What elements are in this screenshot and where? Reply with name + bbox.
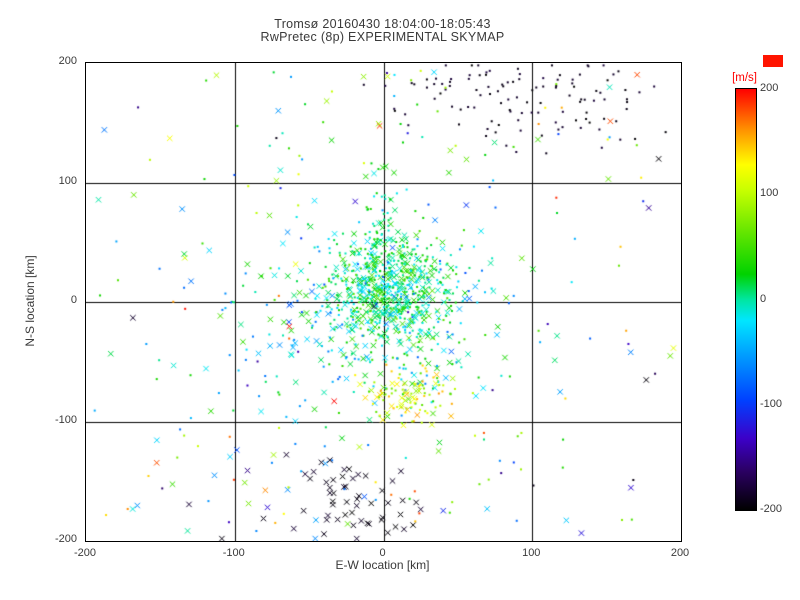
y-tick-label: -200 <box>54 533 77 545</box>
title-block: Tromsø 20160430 18:04:00-18:05:43 RwPret… <box>85 18 680 44</box>
colorbar-unit-label: [m/s] <box>732 72 757 84</box>
x-tick-label: -200 <box>73 547 97 559</box>
x-tick-label: 100 <box>522 547 541 559</box>
x-tick-label: 200 <box>670 547 690 559</box>
plot-title: Tromsø 20160430 18:04:00-18:05:43 <box>274 17 491 31</box>
colorbar-tick-label: -200 <box>760 503 783 515</box>
x-tick-label: -100 <box>222 547 245 559</box>
plot-area <box>85 62 682 542</box>
y-tick-label: 200 <box>58 55 77 67</box>
x-axis-label: E-W location [km] <box>335 558 430 572</box>
scatter-canvas <box>86 63 681 541</box>
plot-subtitle: RwPretec (8p) EXPERIMENTAL SKYMAP <box>260 30 505 44</box>
red-box-marker <box>763 55 783 67</box>
y-tick-label: 0 <box>70 294 77 306</box>
x-tick-label: 0 <box>379 547 386 559</box>
colorbar-tick-label: 0 <box>760 292 767 305</box>
y-tick-label: 100 <box>58 174 77 187</box>
y-tick-label: -100 <box>54 413 77 426</box>
colorbar-tick-label: -100 <box>760 397 783 410</box>
colorbar-tick-label: 100 <box>760 187 779 200</box>
colorbar <box>735 88 757 511</box>
colorbar-tick-label: 200 <box>760 82 779 94</box>
